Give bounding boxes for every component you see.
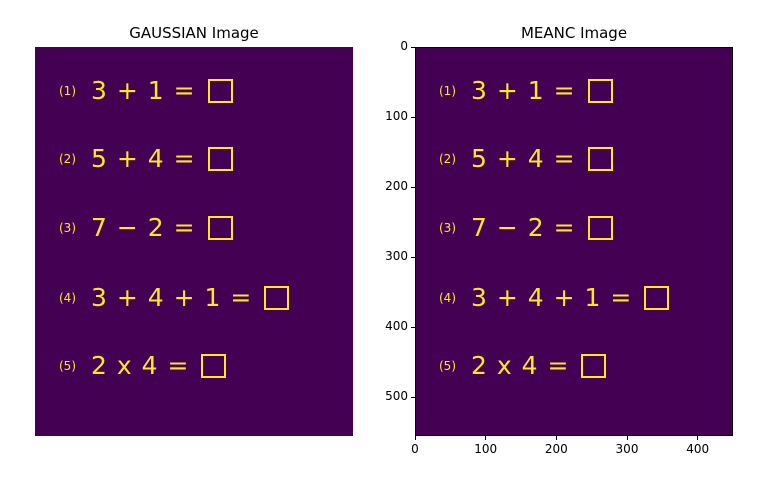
y-tick-label: 0 <box>400 39 408 53</box>
equation-row: (5) 2 x 4 = <box>439 351 607 380</box>
meanc-image: (1) 3 + 1 = (2) 5 + 4 = (3) 7 − 2 = (4) 3 + 4 +… <box>415 47 733 436</box>
equation-row: (2) 5 + 4 = <box>439 144 613 173</box>
answer-box <box>207 146 233 171</box>
answer-box <box>587 146 613 171</box>
answer-box <box>587 78 613 103</box>
y-tick-label: 300 <box>385 249 408 264</box>
x-tick-mark <box>555 436 557 440</box>
y-tick-mark <box>411 116 415 118</box>
equation-text: 5 + 4 = <box>471 144 576 173</box>
equation-text: 3 + 1 = <box>91 76 196 105</box>
equation-row: (4) 3 + 4 + 1 = <box>439 283 670 312</box>
answer-box <box>201 353 227 378</box>
equation-text: 3 + 1 = <box>471 76 576 105</box>
equation-number: (2) <box>59 151 76 166</box>
x-tick-mark <box>697 436 699 440</box>
equation-text: 3 + 4 + 1 = <box>471 283 633 312</box>
equation-text: 2 x 4 = <box>91 351 190 380</box>
equation-text: 3 + 4 + 1 = <box>91 283 253 312</box>
y-tick-mark <box>411 326 415 328</box>
equation-row: (2) 5 + 4 = <box>59 144 233 173</box>
right-panel-title: MEANC Image <box>520 24 628 42</box>
equation-text: 7 − 2 = <box>91 213 196 242</box>
x-tick-label: 200 <box>544 442 568 456</box>
y-tick-mark <box>411 186 415 188</box>
answer-box <box>581 353 607 378</box>
equation-number: (2) <box>439 151 456 166</box>
x-tick-label: 400 <box>686 442 710 456</box>
equation-text: 5 + 4 = <box>91 144 196 173</box>
equation-row: (1) 3 + 1 = <box>59 76 233 105</box>
equation-row: (3) 7 − 2 = <box>59 213 233 242</box>
equation-row: (4) 3 + 4 + 1 = <box>59 283 290 312</box>
answer-box <box>207 78 233 103</box>
left-panel-title: GAUSSIAN Image <box>129 24 259 42</box>
y-tick-mark <box>411 46 415 48</box>
equation-number: (4) <box>439 290 456 305</box>
equation-number: (1) <box>59 83 76 98</box>
x-tick-label: 100 <box>474 442 498 456</box>
equation-row: (5) 2 x 4 = <box>59 351 227 380</box>
y-tick-mark <box>411 396 415 398</box>
gaussian-image: (1) 3 + 1 = (2) 5 + 4 = (3) 7 − 2 = (4) 3 + 4 +… <box>35 47 353 436</box>
y-tick-label: 400 <box>385 319 408 334</box>
equation-number: (1) <box>439 83 456 98</box>
x-tick-mark <box>414 436 416 440</box>
answer-box <box>207 215 233 240</box>
equation-number: (5) <box>439 358 456 373</box>
equation-text: 2 x 4 = <box>471 351 570 380</box>
equation-number: (3) <box>439 220 456 235</box>
equation-row: (3) 7 − 2 = <box>439 213 613 242</box>
y-tick-label: 500 <box>385 389 408 404</box>
equation-number: (3) <box>59 220 76 235</box>
x-tick-label: 300 <box>615 442 639 456</box>
x-tick-mark <box>626 436 628 440</box>
answer-box <box>644 285 670 310</box>
equation-row: (1) 3 + 1 = <box>439 76 613 105</box>
answer-box <box>587 215 613 240</box>
answer-box <box>264 285 290 310</box>
equation-number: (5) <box>59 358 76 373</box>
equation-text: 7 − 2 = <box>471 213 576 242</box>
x-tick-label: 0 <box>411 442 419 456</box>
y-tick-label: 100 <box>385 109 408 124</box>
y-tick-mark <box>411 256 415 258</box>
equation-number: (4) <box>59 290 76 305</box>
y-tick-label: 200 <box>385 179 408 194</box>
x-tick-mark <box>485 436 487 440</box>
